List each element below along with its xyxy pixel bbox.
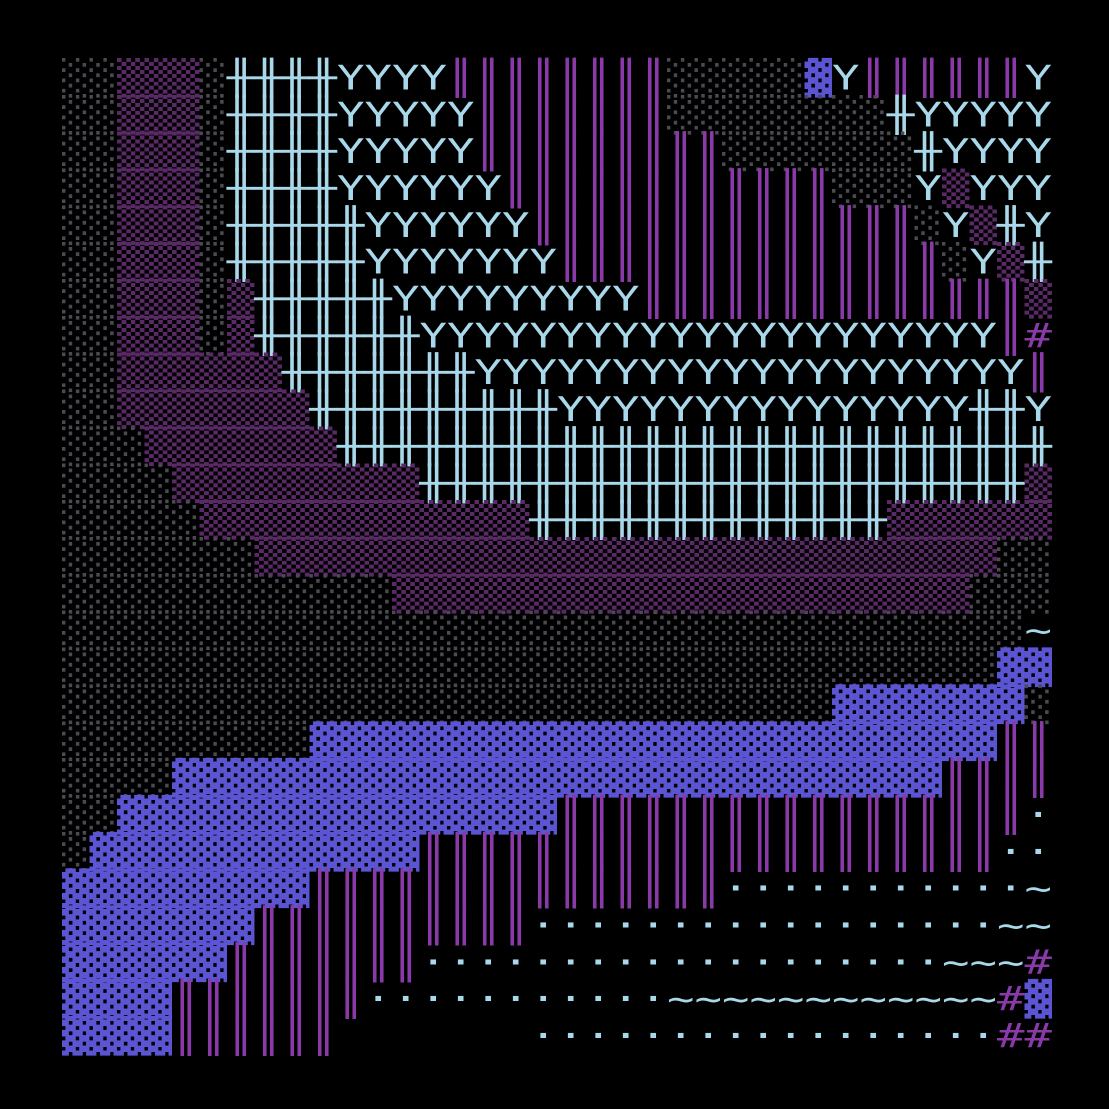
art-row: ░ ░ ▒ ▒ ▒ ░ ▒ ╫ ╫ ╫ ╫ ╫ ╫ Y Y Y Y Y Y Y Y Y Y Y Y Y Y Y Y Y Y Y Y Y ║ # [62,315,1053,356]
art-row: ░ ░ ░ ░ ▓ ▓ ▓ ▓ ▓ ▓ ▓ ▓ ▓ ▓ ▓ ▓ ▓ ▓ ▓ ▓ ▓ ▓ ▓ ▓ ▓ ▓ ▓ ▓ ▓ ▓ ▓ ▓ ║ ║ ║ ║ [62,758,1052,799]
art-row: ▓ ▓ ▓ ▓ ▓ ▓ ║ ║ ║ ║ ║ ║ ║ · · · · · · · · · · · · · · · · · · · ~ ~ ~ # [62,942,1053,983]
art-row: ░ ░ ░ ░ ░ ░ ░ ▒ ▒ ▒ ▒ ▒ ▒ ▒ ▒ ▒ ▒ ▒ ▒ ▒ ▒ ▒ ▒ ▒ ▒ ▒ ▒ ▒ ▒ ▒ ▒ ▒ ▒ ▒ ░ ░ [62,537,1052,578]
art-row: ░ ░ ░ ░ ░ ░ ░ ░ ░ ▓ ▓ ▓ ▓ ▓ ▓ ▓ ▓ ▓ ▓ ▓ ▓ ▓ ▓ ▓ ▓ ▓ ▓ ▓ ▓ ▓ ▓ ▓ ▓ ▓ ║ ║ [62,721,1052,762]
art-row: ░ ░ ░ ░ ░ ░ ░ ░ ░ ░ ░ ░ ░ ░ ░ ░ ░ ░ ░ ░ ░ ░ ░ ░ ░ ░ ░ ░ ░ ░ ░ ░ ░ ░ ░ ~ [62,610,1052,651]
art-row: ░ ░ ▒ ▒ ▒ ░ ╫ ╫ ╫ ╫ Y Y Y Y Y Y ║ ║ ║ ║ ║ ║ ║ ║ ║ ║ ║ ║ ░ ░ ░ Y ▒ Y Y Y [62,168,1052,209]
art-row: ░ ░ ░ ░ ░ ░ ░ ░ ░ ░ ░ ░ ▒ ▒ ▒ ▒ ▒ ▒ ▒ ▒ ▒ ▒ ▒ ▒ ▒ ▒ ▒ ▒ ▒ ▒ ▒ ▒ ▒ ░ ░ ░ [62,573,1052,614]
art-row: ░ ░ ▒ ▒ ▒ ▒ ▒ ▒ ▒ ╫ ╫ ╫ ╫ ╫ ╫ ╫ ╫ ╫ Y Y Y Y Y Y Y Y Y Y Y Y Y Y Y ╫ ╫ Y [62,389,1052,430]
art-row: ░ ░ ▓ ▓ ▓ ▓ ▓ ▓ ▓ ▓ ▓ ▓ ▓ ▓ ▓ ▓ ▓ ▓ ║ ║ ║ ║ ║ ║ ║ ║ ║ ║ ║ ║ ║ ║ ║ ║ ║ · [62,794,1052,835]
art-row: ░ ░ ▒ ▒ ▒ ░ ╫ ╫ ╫ ╫ Y Y Y Y Y ║ ║ ║ ║ ║ ║ ║ ║ ║ ░ ░ ░ ░ ░ ░ ░ ╫ Y Y Y Y [62,131,1052,172]
art-row: ░ ░ ░ ░ ▒ ▒ ▒ ▒ ▒ ▒ ▒ ▒ ▒ ╫ ╫ ╫ ╫ ╫ ╫ ╫ ╫ ╫ ╫ ╫ ╫ ╫ ╫ ╫ ╫ ╫ ╫ ╫ ╫ ╫ ╫ ▒ [62,463,1053,504]
art-row: ░ ░ ░ ░ ░ ░ ░ ░ ░ ░ ░ ░ ░ ░ ░ ░ ░ ░ ░ ░ ░ ░ ░ ░ ░ ░ ░ ░ ░ ░ ░ ░ ░ ░ ▓ ▓ [62,647,1053,688]
art-row: ░ ░ ▒ ▒ ▒ ▒ ▒ ▒ ╫ ╫ ╫ ╫ ╫ ╫ ╫ Y Y Y Y Y Y Y Y Y Y Y Y Y Y Y Y Y Y Y Y ║ [62,352,1052,393]
art-row: ░ ░ ▒ ▒ ▒ ░ ╫ ╫ ╫ ╫ ╫ Y Y Y Y Y Y ║ ║ ║ ║ ║ ║ ║ ║ ║ ║ ║ ║ ║ ║ ░ Y ▒ ╫ Y [62,205,1052,246]
art-row: ░ ░ ▒ ▒ ▒ ░ ╫ ╫ ╫ ╫ Y Y Y Y ║ ║ ║ ║ ║ ║ ║ ║ ░ ░ ░ ░ ░ ▓ Y ║ ║ ║ ║ ║ ║ Y [62,57,1052,98]
art-row: ▓ ▓ ▓ ▓ ║ ║ ║ ║ ║ ║ ║ · · · · · · · · · · · ~ ~ ~ ~ ~ ~ ~ ~ ~ ~ ~ ~ # ▓ [62,979,1053,1020]
art-row: ░ ░ ▒ ▒ ▒ ░ ▒ ╫ ╫ ╫ ╫ ╫ Y Y Y Y Y Y Y Y Y ║ ║ ║ ║ ║ ║ ║ ║ ║ ║ ║ ║ ║ ║ ▒ [62,279,1053,320]
art-row: ░ ░ ▒ ▒ ▒ ░ ╫ ╫ ╫ ╫ Y Y Y Y Y ║ ║ ║ ║ ║ ║ ║ ░ ░ ░ ░ ░ ░ ░ ░ ╫ Y Y Y Y Y [62,94,1052,135]
art-row: ░ ▓ ▓ ▓ ▓ ▓ ▓ ▓ ▓ ▓ ▓ ▓ ▓ ║ ║ ║ ║ ║ ║ ║ ║ ║ ║ ║ ║ ║ ║ ║ ║ ║ ║ ║ ║ ║ · · [62,831,1052,872]
art-row: ░ ░ ░ ░ ░ ▒ ▒ ▒ ▒ ▒ ▒ ▒ ▒ ▒ ▒ ▒ ▒ ╫ ╫ ╫ ╫ ╫ ╫ ╫ ╫ ╫ ╫ ╫ ╫ ╫ ▒ ▒ ▒ ▒ ▒ ▒ [62,500,1053,541]
art-row: ▓ ▓ ▓ ▓ ║ ║ ║ ║ ║ ║ · · · · · · · · · · · · · · · · · # # [62,1016,1053,1057]
art-row: ▓ ▓ ▓ ▓ ▓ ▓ ▓ ▓ ▓ ║ ║ ║ ║ ║ ║ ║ ║ ║ ║ ║ ║ ║ ║ ║ · · · · · · · · · · · ~ [62,868,1052,909]
art-row: ░ ░ ░ ▒ ▒ ▒ ▒ ▒ ▒ ▒ ╫ ╫ ╫ ╫ ╫ ╫ ╫ ╫ ╫ ╫ ╫ ╫ ╫ ╫ ╫ ╫ ╫ ╫ ╫ ╫ ╫ ╫ ╫ ╫ ╫ ╫ [62,426,1053,467]
art-row: ░ ░ ▒ ▒ ▒ ░ ╫ ╫ ╫ ╫ ╫ Y Y Y Y Y Y Y ║ ║ ║ ║ ║ ║ ║ ║ ║ ║ ║ ║ ║ ║ ░ Y ▒ ╫ [62,242,1053,283]
art-row: ▓ ▓ ▓ ▓ ▓ ▓ ▓ ║ ║ ║ ║ ║ ║ ║ ║ ║ ║ · · · · · · · · · · · · · · · · · ~ ~ [62,905,1052,946]
art-row: ░ ░ ░ ░ ░ ░ ░ ░ ░ ░ ░ ░ ░ ░ ░ ░ ░ ░ ░ ░ ░ ░ ░ ░ ░ ░ ░ ░ ▓ ▓ ▓ ▓ ▓ ▓ ▓ ░ [62,684,1052,725]
